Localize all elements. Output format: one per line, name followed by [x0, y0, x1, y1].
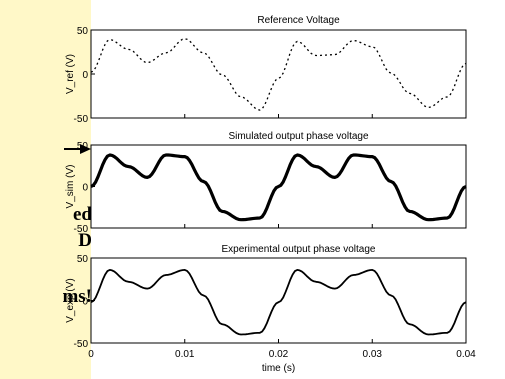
note-line-3: ms!: [62, 286, 92, 307]
y-tick-label: -50: [74, 339, 89, 350]
y-axis-label: V_sim (V): [65, 165, 76, 209]
y-tick-label: 0: [82, 297, 88, 308]
y-tick-label: 50: [77, 26, 89, 37]
arrow-right-icon: [64, 144, 91, 154]
x-tick-label: 0.04: [456, 349, 476, 360]
series-line: [90, 269, 467, 336]
x-tick-label: 0.03: [363, 349, 383, 360]
figure-background: [91, 0, 505, 379]
chart-title: Experimental output phase voltage: [222, 244, 376, 255]
y-axis-label: V_exp (V): [65, 278, 76, 322]
series-line: [90, 38, 467, 111]
note-line-1: ed: [73, 204, 92, 225]
x-axis-label: time (s): [262, 363, 295, 374]
y-tick-label: -50: [74, 114, 89, 125]
y-tick-label: -50: [74, 224, 89, 235]
chart-title: Simulated output phase voltage: [228, 131, 369, 142]
series-line: [90, 153, 467, 222]
y-axis-label: V_ref (V): [65, 54, 76, 94]
x-tick-label: 0: [88, 349, 94, 360]
note-line-2: D: [78, 230, 92, 251]
y-tick-label: 50: [77, 141, 89, 152]
x-tick-label: 0.01: [175, 349, 195, 360]
y-tick-label: 0: [82, 183, 88, 194]
x-tick-label: 0.02: [269, 349, 289, 360]
chart-panel-1: Reference Voltage 50 0 -50 V_ref (V): [65, 15, 467, 125]
y-tick-label: 0: [82, 70, 88, 81]
chart-panel-2: Simulated output phase voltage 50 0 -50 V_si…: [65, 131, 467, 235]
chart-title: Reference Voltage: [257, 15, 340, 26]
y-tick-label: 50: [77, 254, 89, 265]
side-note: ed D ms!: [0, 0, 92, 379]
chart-panel-3: Experimental output phase voltage500-500…: [65, 244, 476, 374]
